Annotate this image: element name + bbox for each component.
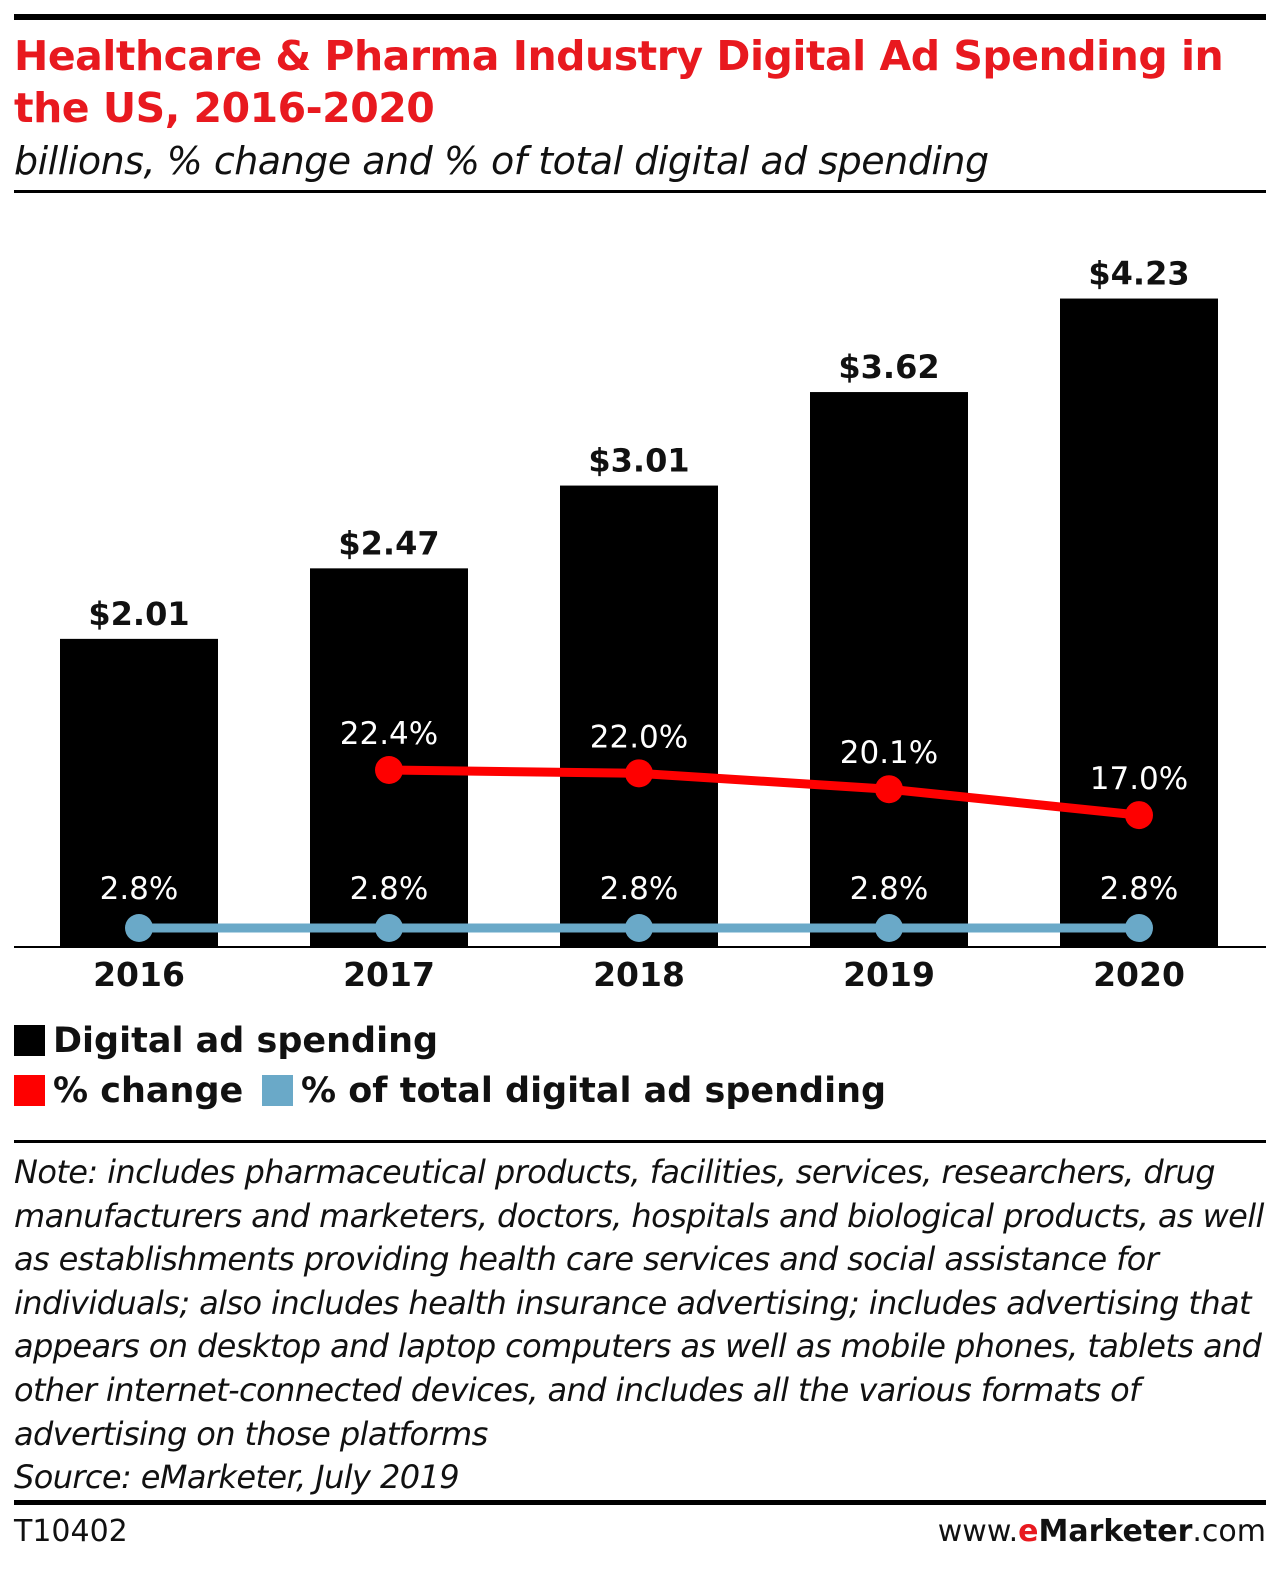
footnote: Note: includes pharmaceutical products, … [14, 1151, 1270, 1500]
change-point-2017 [375, 756, 403, 784]
bars-layer [60, 298, 1218, 947]
change-line [388, 765, 1140, 820]
top-rule [14, 14, 1266, 20]
change-label: 22.0% [590, 719, 688, 755]
change-label: 22.4% [340, 716, 438, 752]
brand-prefix: www. [937, 1514, 1019, 1549]
legend-label: % change [53, 1071, 244, 1111]
legend-percent-change: % change [14, 1071, 243, 1111]
share-label: 2.8% [350, 871, 429, 907]
share-point-2020 [1125, 914, 1153, 942]
bottom-rule [14, 1500, 1266, 1505]
share-label: 2.8% [100, 871, 179, 907]
chart-id: T10402 [14, 1514, 128, 1549]
change-label: 20.1% [840, 735, 938, 771]
x-tick-label: 2020 [1093, 955, 1185, 994]
change-label: 17.0% [1090, 761, 1188, 797]
bar-2019 [810, 392, 968, 947]
bar-value-label: $2.47 [338, 524, 439, 562]
brand-suffix: .com [1192, 1514, 1266, 1549]
share-label: 2.8% [600, 871, 679, 907]
legend-label: % of total digital ad spending [301, 1071, 887, 1111]
chart-subtitle: billions, % change and % of total digita… [14, 139, 989, 183]
share-label: 2.8% [850, 871, 929, 907]
bar-value-label: $4.23 [1088, 255, 1189, 293]
chart-area: $2.01 $2.47 $3.01 $3.62 $4.23 22.4% 22.0% 20.1%… [14, 255, 1266, 994]
share-label: 2.8% [1100, 871, 1179, 907]
x-tick-label: 2019 [843, 955, 935, 994]
change-point-2020 [1125, 801, 1153, 830]
bar-value-label: $2.01 [88, 595, 189, 633]
change-point-2019 [875, 775, 903, 804]
x-tick-label: 2017 [343, 955, 435, 994]
source-text: Source: eMarketer, July 2019 [14, 1458, 460, 1497]
share-point-2019 [875, 914, 903, 942]
note-rule [14, 1140, 1266, 1143]
header-rule [14, 190, 1266, 193]
legend-swatch-blue [262, 1075, 293, 1106]
legend-percent-of-total: % of total digital ad spending [262, 1071, 886, 1111]
bar-2016 [60, 638, 218, 947]
change-point-2018 [625, 759, 653, 788]
brand-e: e [1018, 1514, 1039, 1549]
bar-2020 [1060, 298, 1218, 947]
legend-label: Digital ad spending [53, 1021, 439, 1061]
share-point-2016 [125, 914, 153, 942]
bar-2018 [560, 485, 718, 947]
brand-link[interactable]: www.eMarketer.com [938, 1514, 1266, 1549]
brand-name: Marketer [1038, 1514, 1193, 1549]
note-text: Note: includes pharmaceutical products, … [14, 1153, 1264, 1453]
bar-value-label: $3.01 [588, 442, 689, 480]
labels-layer: $2.01 $2.47 $3.01 $3.62 $4.23 22.4% 22.0% 20.1%… [88, 255, 1189, 994]
x-tick-label: 2016 [93, 955, 185, 994]
share-point-2017 [375, 914, 403, 942]
bar-value-label: $3.62 [838, 348, 939, 386]
legend-digital-ad-spending: Digital ad spending [14, 1021, 438, 1061]
share-point-2018 [625, 914, 653, 942]
lines-layer [125, 756, 1153, 942]
legend-swatch-black [14, 1025, 45, 1056]
chart-title: Healthcare & Pharma Industry Digital Ad … [14, 32, 1224, 132]
legend-swatch-red [14, 1075, 45, 1106]
x-tick-label: 2018 [593, 955, 685, 994]
